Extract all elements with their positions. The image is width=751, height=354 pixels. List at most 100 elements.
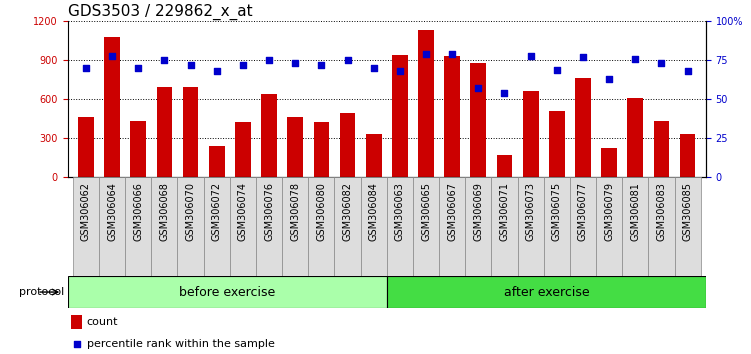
Bar xyxy=(313,122,329,177)
Bar xyxy=(308,177,334,276)
Text: count: count xyxy=(87,317,118,327)
Point xyxy=(446,51,458,57)
Point xyxy=(80,65,92,71)
Bar xyxy=(596,177,623,276)
Bar xyxy=(575,78,591,177)
Text: GSM306069: GSM306069 xyxy=(473,182,484,241)
Bar xyxy=(204,177,230,276)
Bar xyxy=(156,87,172,177)
Text: after exercise: after exercise xyxy=(503,286,590,298)
Point xyxy=(132,65,144,71)
Bar xyxy=(177,177,204,276)
Text: GSM306064: GSM306064 xyxy=(107,182,117,241)
Text: GSM306070: GSM306070 xyxy=(185,182,195,241)
Text: GSM306066: GSM306066 xyxy=(133,182,143,241)
Bar xyxy=(413,177,439,276)
Bar xyxy=(602,148,617,177)
Bar xyxy=(182,87,198,177)
Point xyxy=(577,54,589,60)
Point xyxy=(368,65,380,71)
Bar xyxy=(339,113,355,177)
Point xyxy=(289,61,301,66)
Bar xyxy=(549,111,565,177)
Text: protocol: protocol xyxy=(19,287,64,297)
Text: GSM306083: GSM306083 xyxy=(656,182,666,241)
Bar xyxy=(470,63,486,177)
Point xyxy=(472,85,484,91)
Bar xyxy=(439,177,466,276)
Bar xyxy=(68,276,387,308)
Bar xyxy=(387,177,413,276)
Text: GSM306063: GSM306063 xyxy=(395,182,405,241)
Bar xyxy=(151,177,177,276)
Point xyxy=(629,56,641,62)
Text: GSM306072: GSM306072 xyxy=(212,182,222,241)
Bar xyxy=(256,177,282,276)
Text: GSM306076: GSM306076 xyxy=(264,182,274,241)
Bar xyxy=(523,91,538,177)
Point xyxy=(525,53,537,58)
Bar xyxy=(366,134,382,177)
Bar xyxy=(387,276,706,308)
Point xyxy=(420,51,432,57)
Bar xyxy=(491,177,517,276)
Bar xyxy=(445,56,460,177)
Bar xyxy=(360,177,387,276)
Bar xyxy=(544,177,570,276)
Bar xyxy=(648,177,674,276)
Text: GSM306084: GSM306084 xyxy=(369,182,379,241)
Text: GSM306065: GSM306065 xyxy=(421,182,431,241)
Bar xyxy=(288,117,303,177)
Point xyxy=(106,53,118,58)
Point xyxy=(499,90,511,96)
Bar xyxy=(230,177,256,276)
Text: before exercise: before exercise xyxy=(179,286,276,298)
Bar xyxy=(466,177,491,276)
Text: GSM306075: GSM306075 xyxy=(552,182,562,241)
Bar xyxy=(418,30,434,177)
Text: GSM306077: GSM306077 xyxy=(578,182,588,241)
Text: percentile rank within the sample: percentile rank within the sample xyxy=(87,339,275,349)
Bar xyxy=(392,55,408,177)
Bar xyxy=(99,177,125,276)
Point xyxy=(656,61,668,66)
Bar xyxy=(680,134,695,177)
Bar xyxy=(71,315,83,329)
Text: GSM306085: GSM306085 xyxy=(683,182,692,241)
Bar xyxy=(570,177,596,276)
Bar xyxy=(73,177,99,276)
Text: GSM306067: GSM306067 xyxy=(447,182,457,241)
Bar xyxy=(674,177,701,276)
Bar xyxy=(623,177,648,276)
Bar xyxy=(131,121,146,177)
Point xyxy=(550,67,562,72)
Bar xyxy=(78,117,94,177)
Point xyxy=(342,57,354,63)
Point xyxy=(237,62,249,68)
Bar xyxy=(517,177,544,276)
Text: GSM306071: GSM306071 xyxy=(499,182,509,241)
Text: GSM306082: GSM306082 xyxy=(342,182,352,241)
Bar xyxy=(627,98,643,177)
Point xyxy=(185,62,197,68)
Point xyxy=(315,62,327,68)
Point xyxy=(682,68,694,74)
Text: GSM306073: GSM306073 xyxy=(526,182,535,241)
Text: GDS3503 / 229862_x_at: GDS3503 / 229862_x_at xyxy=(68,4,252,20)
Point xyxy=(158,57,170,63)
Bar xyxy=(653,121,669,177)
Bar xyxy=(235,122,251,177)
Text: GSM306074: GSM306074 xyxy=(238,182,248,241)
Bar xyxy=(282,177,308,276)
Bar xyxy=(104,37,120,177)
Text: GSM306079: GSM306079 xyxy=(604,182,614,241)
Bar xyxy=(261,94,277,177)
Text: GSM306062: GSM306062 xyxy=(81,182,91,241)
Text: GSM306080: GSM306080 xyxy=(316,182,327,241)
Point xyxy=(263,57,275,63)
Text: GSM306081: GSM306081 xyxy=(630,182,641,241)
Bar xyxy=(334,177,360,276)
Bar xyxy=(209,146,225,177)
Bar xyxy=(125,177,151,276)
Point xyxy=(211,68,223,74)
